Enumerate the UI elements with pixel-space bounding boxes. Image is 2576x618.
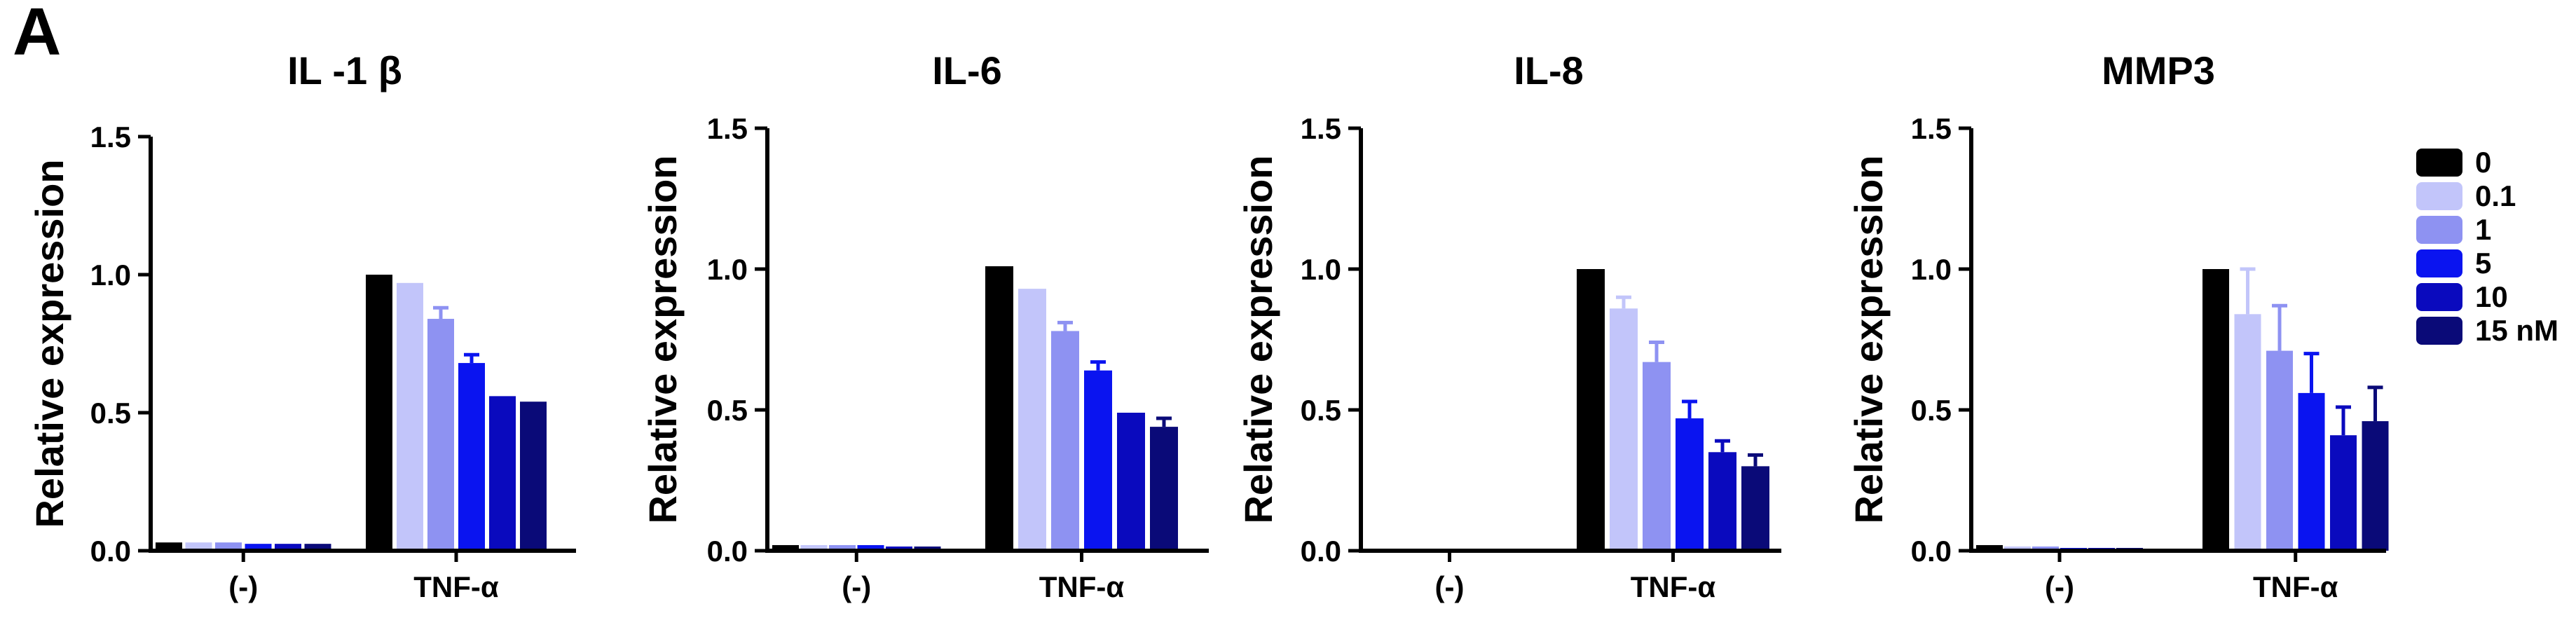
legend-label-1: 0.1 <box>2475 179 2516 212</box>
legend-swatch-4 <box>2416 283 2462 311</box>
bar-15nM-cat0 <box>914 546 941 551</box>
y-tick-label: 1.5 <box>707 112 748 145</box>
bar-0.1-cat0 <box>800 544 828 551</box>
legend-swatch-5 <box>2416 317 2462 345</box>
y-tick-label: 1.0 <box>1301 253 1341 286</box>
bar-5-cat1 <box>2298 392 2325 551</box>
bar-1-cat1 <box>1643 362 1671 551</box>
bar-10-cat1 <box>1708 452 1736 551</box>
x-category-label: TNF-α <box>413 570 499 603</box>
bar-0-cat1 <box>1577 269 1605 551</box>
y-axis-label: Relative expression <box>27 159 71 528</box>
legend-swatch-0 <box>2416 149 2462 177</box>
bar-0-cat0 <box>1976 544 2003 551</box>
bar-0-cat0 <box>772 544 799 551</box>
x-category-label: (-) <box>1435 570 1465 603</box>
chart-0: IL -1 β Relative expression 0.0 0.5 1.0 1.5 (-… <box>27 48 576 603</box>
bar-15nM-cat1 <box>1741 466 1769 551</box>
y-tick-label: 1.5 <box>1301 112 1341 145</box>
chart-1: IL-6 Relative expression 0.0 0.5 1.0 1.5 (-) TN… <box>640 48 1209 603</box>
y-axis-label: Relative expression <box>1236 155 1280 523</box>
y-tick-label: 0.5 <box>1911 394 1952 427</box>
y-tick-label: 1.5 <box>1911 112 1952 145</box>
bar-0-cat1 <box>366 275 392 551</box>
bar-5-cat1 <box>458 363 485 551</box>
bar-1-cat1 <box>1051 331 1079 551</box>
y-tick-label: 1.0 <box>90 259 131 291</box>
bar-0.1-cat1 <box>1610 308 1638 551</box>
bar-10-cat0 <box>275 544 301 551</box>
y-tick-label: 1.5 <box>90 121 131 153</box>
legend-label-5: 15 nM <box>2475 314 2558 347</box>
legend-label-4: 10 <box>2475 280 2508 313</box>
y-tick-label: 1.0 <box>707 253 748 286</box>
y-tick-label: 1.0 <box>1911 253 1952 286</box>
bar-1-cat1 <box>2266 350 2293 551</box>
bar-10-cat0 <box>886 546 912 551</box>
y-axis-label: Relative expression <box>640 155 685 523</box>
bar-1-cat0 <box>2032 546 2059 551</box>
legend-label-0: 0 <box>2475 146 2491 179</box>
y-tick-label: 0.5 <box>707 394 748 427</box>
y-tick-label: 0.0 <box>1301 535 1341 568</box>
panel-label: A <box>13 0 61 69</box>
chart-2: IL-8 Relative expression 0.0 0.5 1.0 1.5 (-) TN… <box>1236 48 1781 603</box>
bar-0.1-cat1 <box>2234 314 2261 551</box>
y-tick-label: 0.0 <box>1911 535 1952 568</box>
bar-1-cat0 <box>215 542 242 551</box>
chart-title: IL -1 β <box>287 48 402 92</box>
charts-group: IL -1 β Relative expression 0.0 0.5 1.0 1.5 (-… <box>27 48 2389 603</box>
bar-0.1-cat1 <box>1018 289 1046 551</box>
legend-label-2: 1 <box>2475 213 2491 246</box>
y-axis-label: Relative expression <box>1847 155 1891 523</box>
chart-title: IL-6 <box>932 48 1002 92</box>
bar-5-cat0 <box>857 544 884 551</box>
x-category-label: TNF-α <box>1631 570 1716 603</box>
bar-1-cat1 <box>427 319 454 551</box>
chart-title: IL-8 <box>1514 48 1584 92</box>
bar-0.1-cat0 <box>185 542 212 551</box>
bar-5-cat1 <box>1084 370 1112 551</box>
bar-15nM-cat1 <box>2362 421 2389 551</box>
bar-5-cat0 <box>245 544 272 551</box>
chart-title: MMP3 <box>2102 48 2215 92</box>
bar-10-cat1 <box>1117 413 1145 551</box>
legend-swatch-3 <box>2416 249 2462 277</box>
y-tick-label: 0.0 <box>90 535 131 568</box>
bar-0-cat1 <box>985 266 1013 551</box>
legend-swatch-1 <box>2416 182 2462 210</box>
x-category-label: TNF-α <box>2253 570 2338 603</box>
bar-0-cat0 <box>156 542 182 551</box>
x-category-label: (-) <box>2045 570 2074 603</box>
chart-3: MMP3 Relative expression 0.0 0.5 1.0 1.5 (-) TN… <box>1847 48 2389 603</box>
bar-10-cat1 <box>489 396 516 551</box>
x-category-label: (-) <box>228 570 258 603</box>
legend-label-3: 5 <box>2475 247 2491 280</box>
bar-10-cat1 <box>2330 435 2357 551</box>
legend-swatch-2 <box>2416 216 2462 244</box>
y-tick-label: 0.5 <box>90 397 131 430</box>
bar-5-cat1 <box>1676 418 1704 551</box>
bar-0.1-cat1 <box>397 282 423 551</box>
bar-0.1-cat0 <box>2004 546 2031 551</box>
bar-15nM-cat0 <box>304 544 331 551</box>
bar-1-cat0 <box>829 544 856 551</box>
bar-15nM-cat1 <box>520 401 547 551</box>
y-tick-label: 0.5 <box>1301 394 1341 427</box>
bar-15nM-cat1 <box>1150 427 1178 551</box>
bar-0-cat1 <box>2202 269 2229 551</box>
x-category-label: TNF-α <box>1039 570 1125 603</box>
x-category-label: (-) <box>842 570 871 603</box>
y-tick-label: 0.0 <box>707 535 748 568</box>
